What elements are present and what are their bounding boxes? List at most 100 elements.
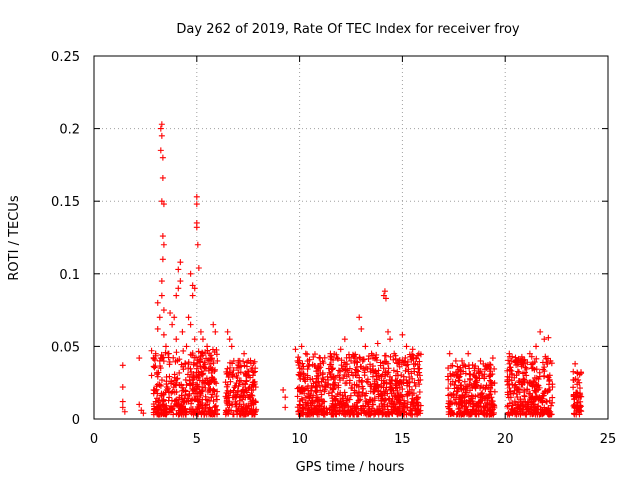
data-point [151,406,158,413]
data-point [234,407,241,414]
data-point [160,397,167,404]
data-point [299,360,306,367]
data-point [211,378,218,385]
data-point [119,384,126,391]
data-point [168,397,175,404]
data-point [308,387,315,394]
data-point [363,390,370,397]
data-point [416,381,423,388]
data-point [296,365,303,372]
data-point [412,383,419,390]
data-point [484,411,491,418]
data-point [208,355,215,362]
data-point [199,371,206,378]
data-point [404,391,411,398]
data-point [449,410,456,417]
data-point [204,343,211,350]
data-point [237,363,244,370]
data-point [249,365,256,372]
data-point [163,381,170,388]
data-point [157,411,164,418]
y-tick-label: 0.05 [51,340,80,355]
data-point [179,404,186,411]
data-point [506,400,513,407]
data-point [571,411,578,418]
data-point [154,371,161,378]
data-point [405,366,412,373]
data-point [321,405,328,412]
data-point [159,174,166,181]
data-point [320,411,327,418]
data-point [206,404,213,411]
data-point [307,404,314,411]
data-point [368,350,375,357]
data-point [372,355,379,362]
data-point [548,411,555,418]
data-point [446,350,453,357]
data-point [403,382,410,389]
data-point [199,402,206,409]
data-point [297,411,304,418]
data-point [477,394,484,401]
data-point [240,358,247,365]
data-point [195,403,202,410]
data-point [572,389,579,396]
data-point [193,385,200,392]
data-point [358,325,365,332]
data-point [305,363,312,370]
data-point [242,370,249,377]
data-point [327,350,334,357]
data-point [223,394,230,401]
data-point [414,361,421,368]
data-point [414,395,421,402]
data-point [298,395,305,402]
data-point [207,408,214,415]
data-point [189,396,196,403]
data-point [374,340,381,347]
data-point [506,384,513,391]
data-point [528,361,535,368]
data-point [505,357,512,364]
data-point [159,233,166,240]
data-point [355,368,362,375]
data-point [382,388,389,395]
data-point [487,391,494,398]
data-point [197,390,204,397]
data-point [452,357,459,364]
data-point [168,389,175,396]
data-point [203,375,210,382]
data-point [335,384,342,391]
data-point [359,389,366,396]
data-point [356,374,363,381]
data-point [324,373,331,380]
data-point [452,396,459,403]
data-point [508,370,515,377]
data-point [158,132,165,139]
data-point [309,361,316,368]
data-point [514,368,521,375]
chart-title: Day 262 of 2019, Rate Of TEC Index for r… [176,22,520,37]
data-point [475,399,482,406]
data-point [374,387,381,394]
data-point [530,398,537,405]
data-point [399,331,406,338]
data-point [119,362,126,369]
data-point [400,402,407,409]
data-point [184,371,191,378]
data-point [379,371,386,378]
data-point [282,394,289,401]
data-point [214,357,221,364]
data-point [241,350,248,357]
data-point [536,394,543,401]
data-point [214,388,221,395]
data-point [410,361,417,368]
data-point [396,408,403,415]
data-point [230,411,237,418]
data-point [380,365,387,372]
data-point [387,353,394,360]
data-point [514,394,521,401]
x-tick-label: 20 [497,432,514,447]
data-point [160,201,167,208]
data-point [381,358,388,365]
data-point [167,310,174,317]
